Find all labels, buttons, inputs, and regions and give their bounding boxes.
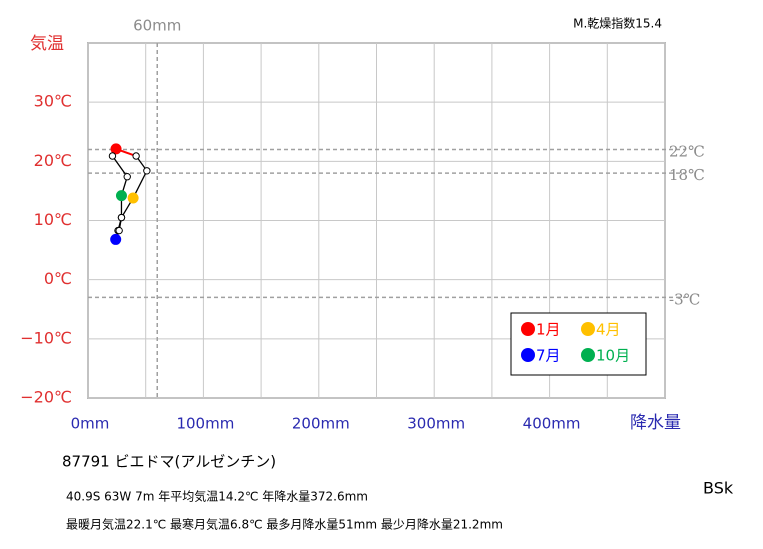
x-axis-label: 降水量 <box>630 413 681 433</box>
month-point <box>108 152 117 160</box>
legend-marker <box>521 322 535 336</box>
month-point <box>110 143 122 155</box>
month-point <box>115 190 127 202</box>
info-line: 最暖月気温22.1℃ 最寒月気温6.8℃ 最多月降水量51mm 最少月降水量21… <box>66 517 503 532</box>
legend-marker <box>581 348 595 362</box>
index-label: M.乾燥指数15.4 <box>573 16 662 31</box>
legend-marker <box>521 348 535 362</box>
month-point <box>123 173 131 181</box>
info-line: 40.9S 63W 7m 年平均気温14.2℃ 年降水量372.6mm <box>66 489 368 504</box>
y-tick-label: 10℃ <box>34 210 72 229</box>
climate-class: BSk <box>703 479 734 498</box>
x-tick-label: 0mm <box>71 415 110 433</box>
y-axis-label: 気温 <box>30 34 64 54</box>
y-tick-label: −10℃ <box>20 328 72 347</box>
x-tick-label: 200mm <box>292 415 350 433</box>
legend <box>510 312 647 376</box>
month-point <box>117 213 126 222</box>
y-tick-label: 0℃ <box>44 269 72 288</box>
y-tick-label: 30℃ <box>34 92 72 111</box>
reference-label: -3℃ <box>669 290 700 308</box>
x-tick-label: 300mm <box>407 415 465 433</box>
month-point <box>132 152 140 160</box>
y-tick-label: 20℃ <box>34 151 72 170</box>
y-tick-label: −20℃ <box>20 388 72 407</box>
x-tick-label: 400mm <box>523 415 581 433</box>
month-point <box>127 192 139 204</box>
x-tick-label: 100mm <box>176 415 234 433</box>
legend-label: 1月 <box>536 321 561 339</box>
reference-label: 60mm <box>133 17 181 35</box>
reference-label: 18℃ <box>669 166 705 184</box>
station: 87791 ビエドマ(アルゼンチン) <box>62 453 276 471</box>
legend-label: 4月 <box>596 321 621 339</box>
legend-label: 7月 <box>536 347 561 365</box>
legend-label: 10月 <box>596 347 630 365</box>
month-point <box>115 226 123 235</box>
reference-label: 22℃ <box>669 143 705 161</box>
month-point <box>143 167 151 175</box>
month-point <box>110 233 122 245</box>
legend-marker <box>581 322 595 336</box>
